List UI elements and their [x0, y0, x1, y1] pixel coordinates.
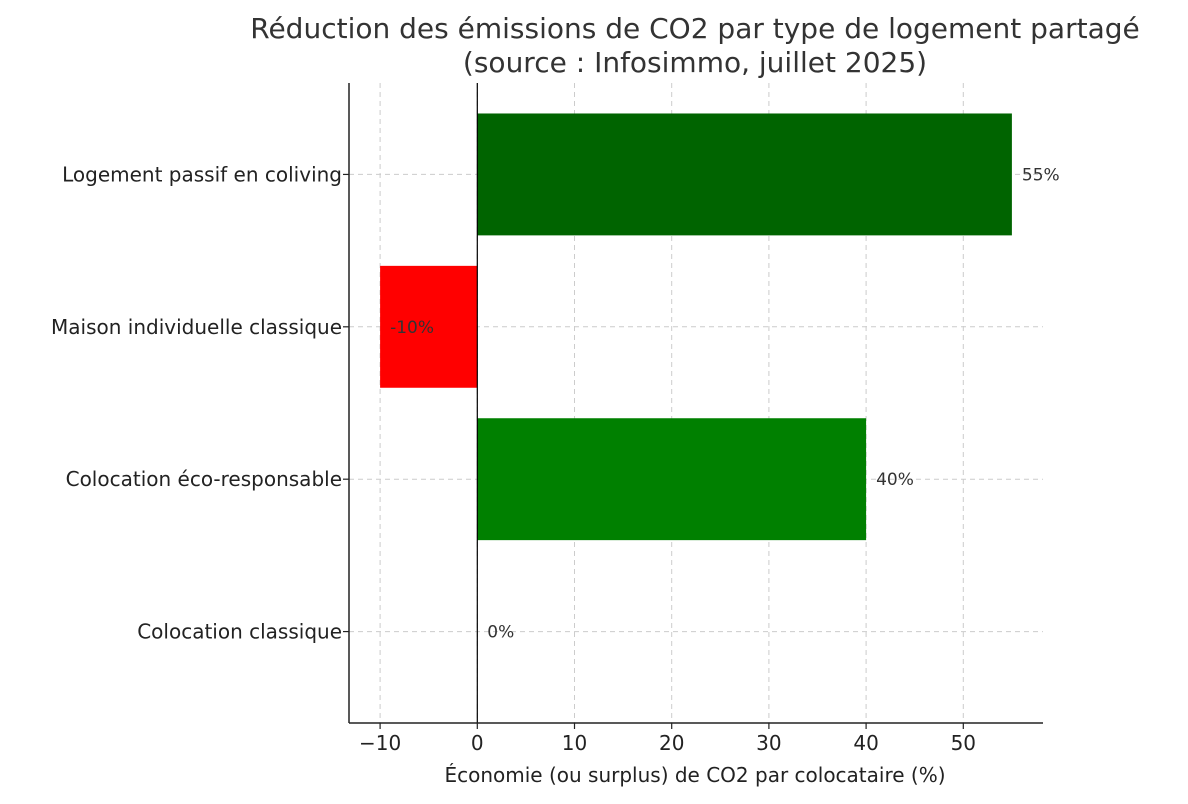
- bar-2: [380, 265, 478, 388]
- data-label-3: 55%: [1022, 165, 1060, 185]
- data-label-2: -10%: [390, 318, 434, 338]
- data-labels: 0% 40% -10% 55%: [390, 165, 1060, 642]
- x-tick-label-3: 20: [659, 731, 684, 755]
- x-tick-label-2: 10: [562, 731, 587, 755]
- category-label-3: Logement passif en coliving: [62, 162, 342, 186]
- data-label-0: 0%: [487, 623, 514, 643]
- chart-title-line1: Réduction des émissions de CO2 par type …: [250, 12, 1139, 45]
- axes: −10 0 10 20 30 40 50 Colocation classique Coloca…: [51, 83, 1043, 755]
- bar-1: [477, 418, 867, 541]
- x-axis-label: Économie (ou surplus) de CO2 par colocat…: [444, 763, 945, 787]
- x-tick-label-0: −10: [359, 731, 401, 755]
- data-label-1: 40%: [876, 470, 914, 490]
- x-tick-label-6: 50: [951, 731, 976, 755]
- category-label-1: Colocation éco-responsable: [66, 467, 342, 491]
- x-tick-label-1: 0: [471, 731, 484, 755]
- category-label-0: Colocation classique: [137, 620, 342, 644]
- bar-3: [477, 113, 1012, 236]
- category-label-2: Maison individuelle classique: [51, 315, 342, 339]
- x-tick-label-4: 30: [756, 731, 781, 755]
- bars: [380, 113, 1012, 541]
- chart-title-line2: (source : Infosimmo, juillet 2025): [463, 46, 927, 79]
- x-tick-label-5: 40: [853, 731, 878, 755]
